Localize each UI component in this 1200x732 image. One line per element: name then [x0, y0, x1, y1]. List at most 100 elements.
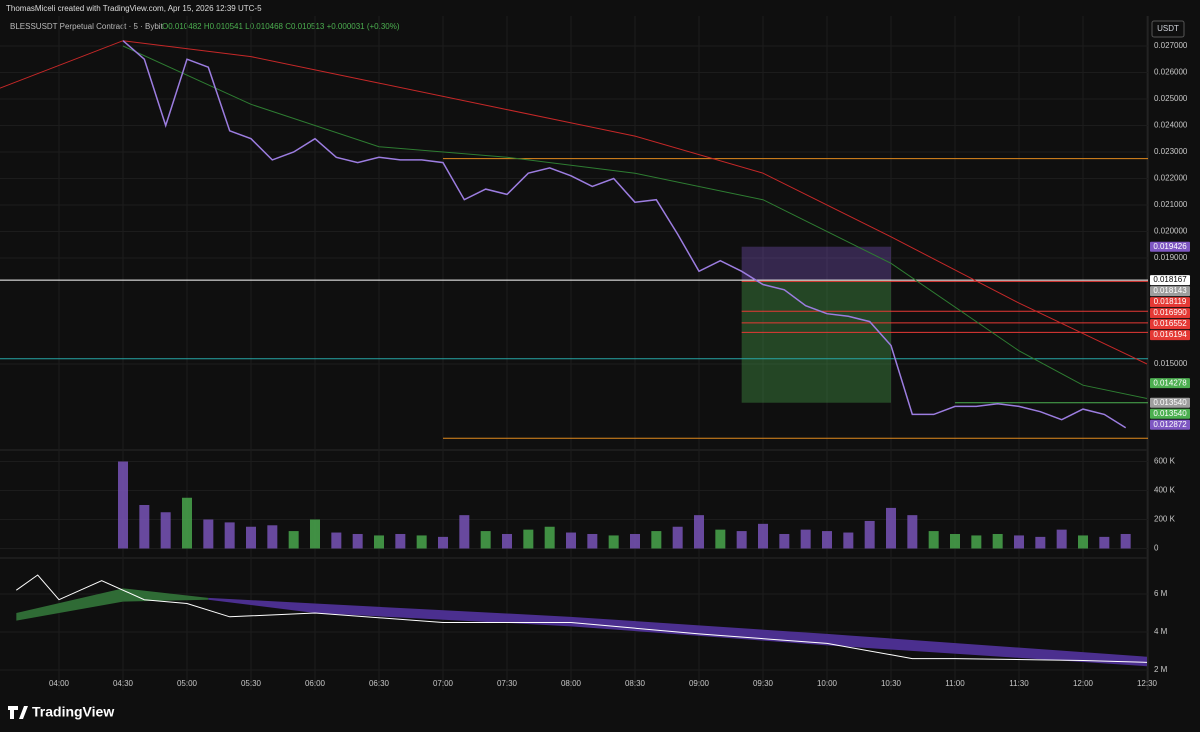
x-tick-label: 04:00 — [49, 679, 70, 688]
y-tick-label: 600 K — [1154, 457, 1176, 466]
x-tick-label: 06:00 — [305, 679, 326, 688]
x-tick-label: 07:30 — [497, 679, 518, 688]
y-tick-label: 0 — [1154, 544, 1159, 553]
price-label-box — [1150, 319, 1190, 330]
volume-bar — [1078, 535, 1088, 549]
moving-average — [0, 40, 1148, 365]
volume-bar — [630, 533, 640, 549]
price-label: 0.018119 — [1154, 297, 1187, 306]
volume-bar — [502, 533, 512, 549]
volume-bar — [139, 505, 150, 549]
volume-bar — [864, 520, 875, 549]
price-label: 0.018167 — [1153, 275, 1187, 284]
volume-bar — [480, 531, 491, 549]
price-label: 0.019426 — [1153, 242, 1187, 251]
y-tick-label: 400 K — [1154, 486, 1176, 495]
volume-bar — [1035, 536, 1046, 549]
price-label-box — [1150, 297, 1190, 308]
volume-bar — [1014, 535, 1024, 549]
price-label: 0.013540 — [1153, 398, 1187, 407]
volume-bar — [651, 531, 662, 549]
y-tick-label: 0.025000 — [1154, 94, 1188, 103]
x-tick-label: 06:30 — [369, 679, 390, 688]
volume-bar — [374, 535, 384, 549]
currency-box[interactable] — [1151, 20, 1185, 38]
price-label-box — [1150, 330, 1190, 341]
price-label: 0.014278 — [1153, 378, 1187, 387]
volume-bar — [416, 535, 427, 549]
x-tick-label: 11:30 — [1009, 679, 1029, 688]
volume-bar — [715, 529, 726, 549]
price-label-box — [1150, 275, 1190, 286]
volume-bar — [1120, 533, 1131, 549]
y-tick-label: 200 K — [1154, 515, 1176, 524]
price-label: 0.016552 — [1153, 319, 1187, 328]
price-label-box — [1150, 378, 1190, 389]
price-label: 0.016194 — [1153, 330, 1187, 339]
x-tick-label: 12:30 — [1137, 679, 1158, 688]
brand: TradingView — [32, 704, 114, 720]
y-tick-label: 2 M — [1154, 665, 1168, 674]
logo — [8, 706, 28, 719]
volume-bar — [736, 531, 747, 549]
y-tick-label: 0.019000 — [1154, 253, 1188, 262]
volume-bar — [800, 529, 811, 549]
volume-bar — [950, 533, 960, 549]
price-label-box — [1150, 419, 1190, 430]
band-bull — [16, 588, 209, 621]
price-line — [122, 40, 1127, 429]
volume-bar — [544, 526, 555, 549]
volume-bar — [288, 531, 299, 549]
target-zone — [741, 280, 891, 403]
volume-bar — [438, 536, 448, 549]
price-label-box — [1150, 397, 1190, 408]
volume-bar — [182, 497, 192, 549]
currency: USDT — [1157, 24, 1179, 33]
x-tick-label: 12:00 — [1073, 679, 1094, 688]
y-tick-label: 0.027000 — [1154, 41, 1188, 50]
x-tick-label: 10:00 — [817, 679, 838, 688]
volume-bar — [971, 535, 982, 549]
volume-bar — [352, 533, 363, 549]
symbol: BLESSUSDT Perpetual Contract · 5 · Bybit — [10, 22, 164, 31]
price-label: 0.018143 — [1153, 286, 1187, 295]
volume-bar — [907, 515, 918, 549]
y-tick-label: 0.023000 — [1154, 147, 1188, 156]
x-tick-label: 07:00 — [433, 679, 454, 688]
volume-bar — [203, 519, 214, 549]
volume-bar — [523, 529, 534, 549]
x-tick-label: 05:00 — [177, 679, 198, 688]
x-tick-label: 09:00 — [689, 679, 710, 688]
price-label: 0.012872 — [1153, 420, 1187, 429]
price-label: 0.013540 — [1153, 409, 1187, 418]
x-tick-label: 04:30 — [113, 679, 134, 688]
ohlc: O0.010482 H0.010541 L0.010468 C0.010513 … — [162, 22, 400, 31]
price-label-box — [1150, 286, 1190, 297]
volume-bar — [160, 512, 171, 549]
credit: ThomasMiceli created with TradingView.co… — [6, 4, 262, 13]
volume-bar — [779, 533, 790, 549]
stop-zone — [741, 246, 891, 281]
volume-bar — [1056, 529, 1067, 549]
volume-bar — [224, 522, 235, 549]
volume-bar — [587, 533, 598, 549]
volume-bar — [608, 535, 619, 549]
volume-bar — [246, 526, 256, 549]
x-tick-label: 05:30 — [241, 679, 262, 688]
price-label: 0.016990 — [1153, 308, 1187, 317]
x-tick-label: 08:30 — [625, 679, 646, 688]
volume-bar — [758, 523, 768, 549]
y-tick-label: 0.026000 — [1154, 68, 1188, 77]
price-label-box — [1150, 408, 1190, 419]
y-tick-label: 0.021000 — [1154, 200, 1188, 209]
volume-bar — [566, 532, 576, 549]
volume-bar — [267, 525, 278, 549]
volume-bar — [459, 515, 470, 549]
volume-bar — [886, 507, 896, 549]
volume-bar — [118, 461, 128, 549]
x-tick-label: 08:00 — [561, 679, 582, 688]
volume-bar — [928, 531, 939, 549]
y-tick-label: 0.022000 — [1154, 174, 1188, 183]
